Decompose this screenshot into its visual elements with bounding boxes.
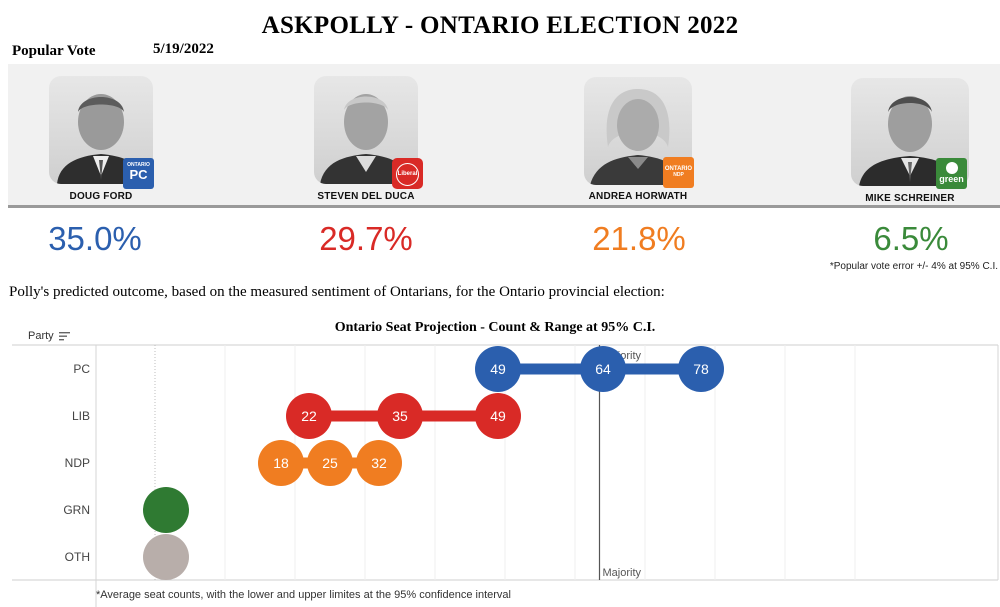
seat-label-pc: 64 <box>595 361 611 377</box>
liberal-logo-icon: Liberal <box>392 158 423 189</box>
seat-marker-ndp <box>356 440 402 486</box>
seat-marker-pc <box>580 346 626 392</box>
popular-vote-note: *Popular vote error +/- 4% at 95% C.I. <box>829 261 998 272</box>
candidate-name-horwath: ANDREA HORWATH <box>588 191 688 202</box>
seat-marker-lib <box>286 393 332 439</box>
row-label-grn: GRN <box>63 503 90 517</box>
candidate-band-divider <box>8 205 1000 208</box>
seat-label-pc: 78 <box>693 361 709 377</box>
seat-marker-pc <box>475 346 521 392</box>
percent-schreiner: 6.5% <box>873 220 949 257</box>
percent-del-duca: 29.7% <box>319 220 413 257</box>
outcome-text: Polly's predicted outcome, based on the … <box>9 284 665 300</box>
party-column-header[interactable]: Party <box>28 330 71 342</box>
seat-label-ndp: 25 <box>322 455 338 471</box>
row-label-oth: OTH <box>64 550 90 564</box>
candidate-name-ford: DOUG FORD <box>69 191 133 202</box>
seat-marker-oth <box>143 534 189 580</box>
page-title: ASKPOLLY - ONTARIO ELECTION 2022 <box>261 12 739 39</box>
percent-horwath: 21.8% <box>592 220 686 257</box>
seat-label-lib: 49 <box>490 408 506 424</box>
popular-vote-label: Popular Vote <box>12 43 96 59</box>
row-label-pc: PC <box>73 362 90 376</box>
seat-marker-lib <box>475 393 521 439</box>
candidate-name-del-duca: STEVEN DEL DUCA <box>317 191 415 202</box>
seat-marker-ndp <box>258 440 304 486</box>
chart-title: Ontario Seat Projection - Count & Range … <box>334 320 656 335</box>
seat-label-pc: 49 <box>490 361 506 377</box>
row-label-ndp: NDP <box>64 456 90 470</box>
seat-label-ndp: 18 <box>273 455 289 471</box>
chart-footnote: *Average seat counts, with the lower and… <box>96 589 511 601</box>
candidate-band <box>8 64 1000 205</box>
row-label-lib: LIB <box>71 409 90 423</box>
percent-ford: 35.0% <box>48 220 142 257</box>
seat-label-lib: 22 <box>301 408 317 424</box>
poll-date: 5/19/2022 <box>153 41 214 57</box>
candidate-photo-schreiner <box>851 78 969 186</box>
candidate-name-schreiner: MIKE SCHREINER <box>865 193 955 204</box>
seat-marker-ndp <box>307 440 353 486</box>
seat-label-ndp: 32 <box>371 455 387 471</box>
candidate-photo-horwath <box>584 77 692 185</box>
green-party-logo-icon: green <box>936 158 967 189</box>
seat-marker-pc <box>678 346 724 392</box>
ndp-logo-icon: ONTARIO NDP <box>663 157 694 188</box>
sort-icon[interactable] <box>58 331 71 341</box>
seat-marker-lib <box>377 393 423 439</box>
seat-marker-grn <box>143 487 189 533</box>
majority-label-bottom: Majority <box>603 567 642 579</box>
pc-logo-icon: ONTARIO PC <box>123 158 154 189</box>
seat-label-lib: 35 <box>392 408 408 424</box>
